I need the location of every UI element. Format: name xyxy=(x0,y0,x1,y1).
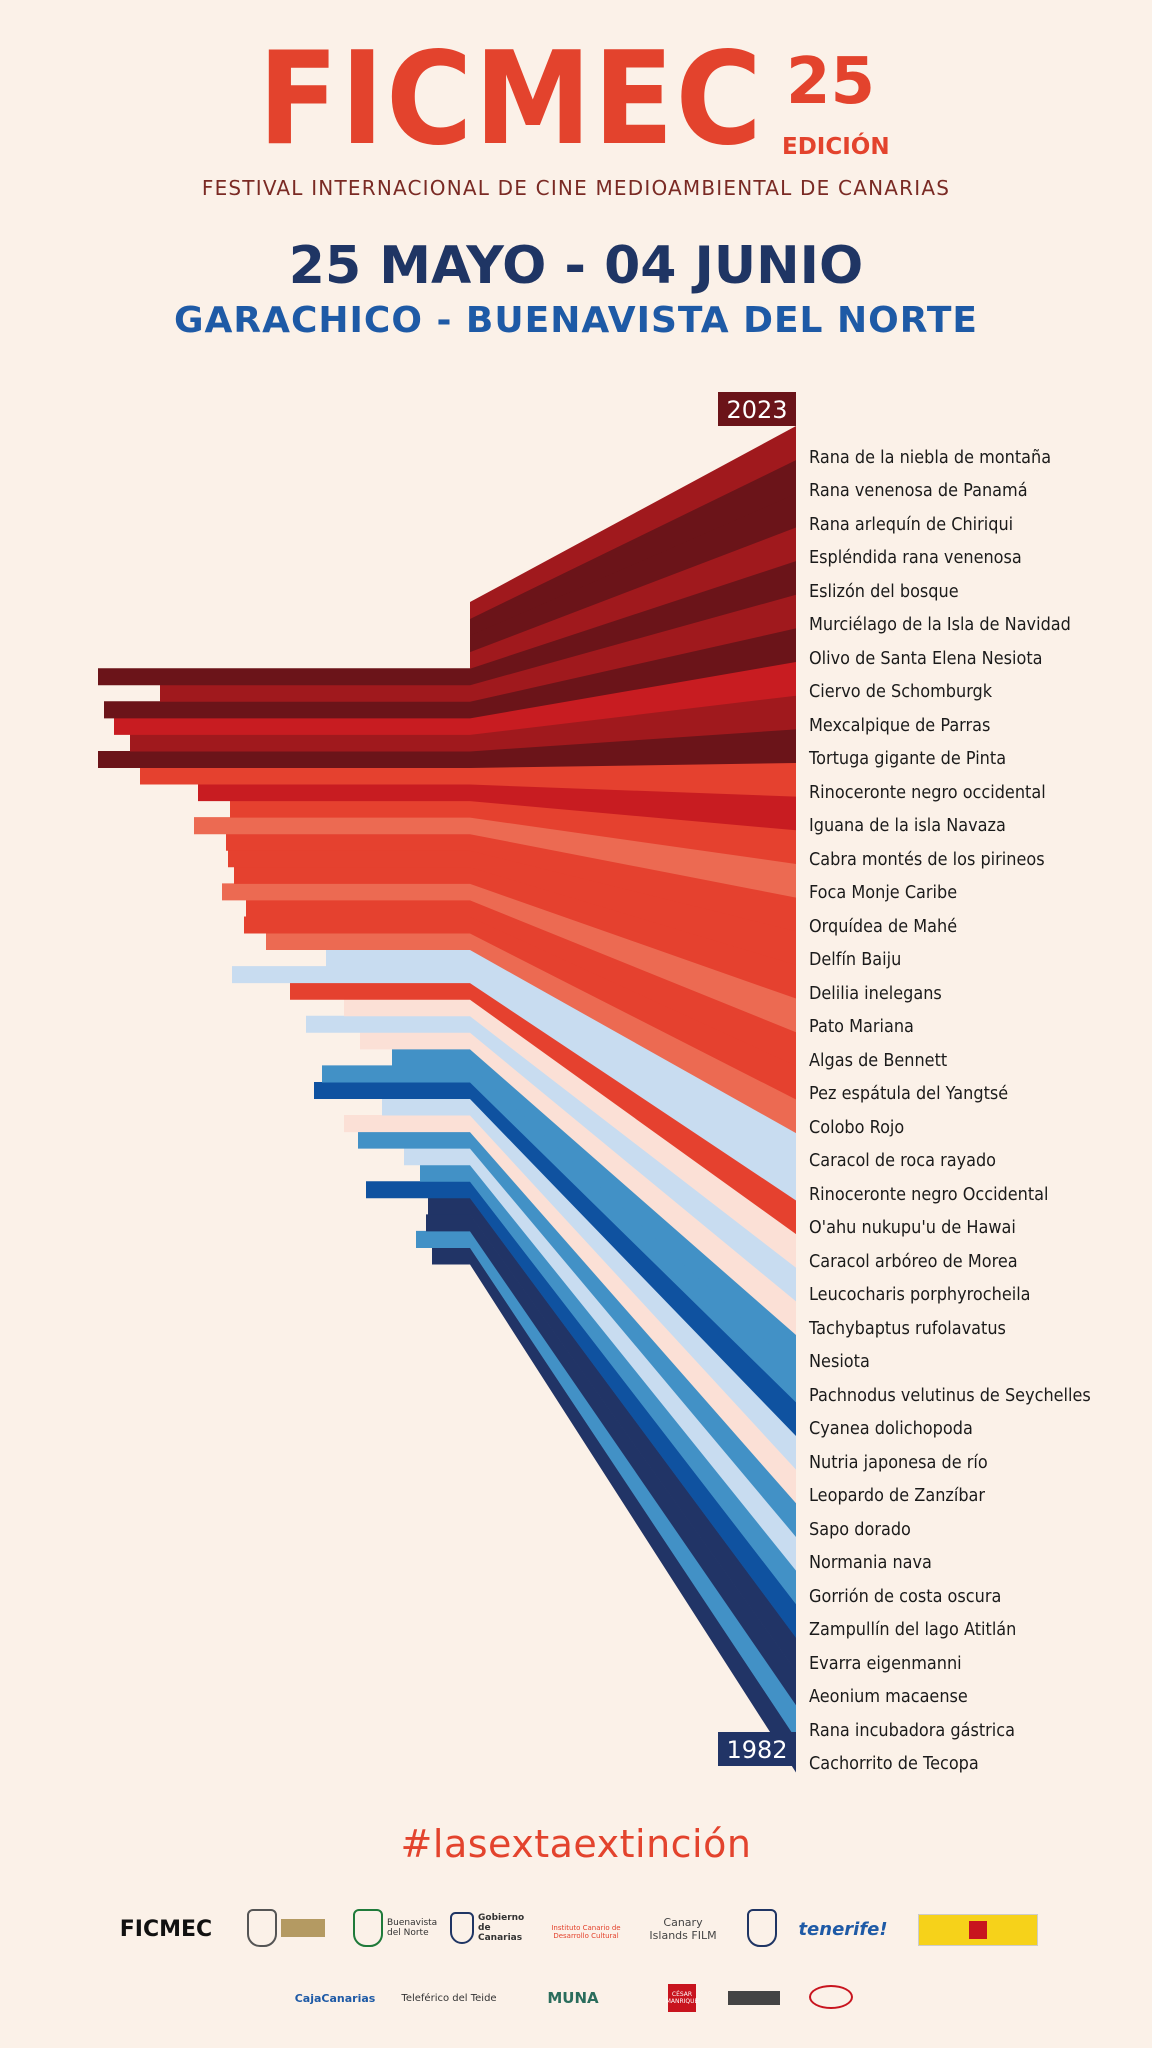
festival-logo: FICMEC xyxy=(258,25,764,174)
species-stripe xyxy=(234,866,796,999)
species-stripe xyxy=(160,594,796,702)
species-label: Rana venenosa de Panamá xyxy=(809,481,1028,502)
sponsor-cajacanarias: CajaCanarias xyxy=(294,1991,376,2005)
species-stripe xyxy=(266,933,796,1134)
sponsor-gobierno-canarias: Gobierno de Canarias xyxy=(450,1908,526,1948)
species-stripe xyxy=(226,833,796,932)
species-stripe xyxy=(114,661,796,735)
species-label: Tachybaptus rufolavatus xyxy=(809,1318,1006,1339)
species-label: Normania nava xyxy=(809,1553,932,1574)
edition-label: EDICIÓN xyxy=(782,134,890,160)
species-stripe xyxy=(98,560,796,686)
species-stripe xyxy=(194,817,796,898)
species-label: Caracol arbóreo de Morea xyxy=(809,1251,1018,1272)
year-bottom-label-bg xyxy=(718,1732,796,1766)
species-label: Zampullín del lago Atitlán xyxy=(809,1620,1017,1641)
species-label: Leucocharis porphyrocheila xyxy=(809,1285,1031,1306)
spain-flag-icon xyxy=(969,1921,987,1939)
species-label: Rana incubadora gástrica xyxy=(809,1720,1015,1741)
species-label: Evarra eigenmanni xyxy=(809,1653,962,1674)
species-label: Foca Monje Caribe xyxy=(809,883,958,904)
sponsor-icdc: Instituto Canario de Desarrollo Cultural xyxy=(551,1924,621,1940)
species-stripe xyxy=(470,493,796,653)
species-stripe xyxy=(230,800,796,864)
sponsor-logo-1 xyxy=(724,1984,784,2012)
species-label: Nesiota xyxy=(809,1352,870,1373)
year-bottom-label: 1982 xyxy=(726,1736,787,1764)
species-label: Rana arlequín de Chiriqui xyxy=(809,514,1014,535)
species-stripe xyxy=(470,426,796,620)
species-label: Aeonium macaense xyxy=(809,1687,968,1708)
edition-number: 25 xyxy=(786,45,876,119)
species-label: O'ahu nukupu'u de Hawai xyxy=(809,1218,1016,1239)
species-label: Pez espátula del Yangtsé xyxy=(809,1084,1009,1105)
species-label: Cachorrito de Tecopa xyxy=(809,1754,979,1774)
sponsor-cabildo xyxy=(244,1908,328,1948)
sponsor-cesar-manrique: CÉSAR MANRIQUE xyxy=(666,1984,698,2012)
species-label: Cyanea dolichopoda xyxy=(809,1419,973,1440)
species-stripe xyxy=(140,762,796,797)
species-stripe xyxy=(244,916,796,1100)
sponsor-buenavista: Buenavista del Norte xyxy=(352,1908,448,1948)
species-label: Pachnodus velutinus de Seychelles xyxy=(809,1385,1091,1406)
species-label: Mexcalpique de Parras xyxy=(809,715,991,736)
festival-location: GARACHICO - BUENAVISTA DEL NORTE xyxy=(173,300,979,341)
species-label: Orquídea de Mahé xyxy=(809,916,958,937)
species-label: Sapo dorado xyxy=(809,1519,911,1540)
sponsor-emblem xyxy=(740,1908,784,1948)
year-top-label-bg xyxy=(718,392,796,426)
species-stripe xyxy=(228,850,796,965)
festival-dates: 25 MAYO - 04 JUNIO xyxy=(288,236,864,296)
species-stripe xyxy=(198,784,796,831)
species-label: Rana de la niebla de montaña xyxy=(809,448,1052,468)
species-stripe xyxy=(470,459,796,636)
species-label: Algas de Bennett xyxy=(809,1050,948,1071)
sponsor-logo-2 xyxy=(808,1982,854,2012)
species-stripe xyxy=(130,695,796,752)
sponsor-ficmec: FICMEC xyxy=(119,1916,213,1942)
species-stripe xyxy=(98,728,796,768)
sponsor-tenerife: tenerife! xyxy=(798,1918,888,1940)
species-label: Eslizón del bosque xyxy=(809,581,959,602)
year-top-label: 2023 xyxy=(726,396,787,424)
species-label: Rinoceronte negro occidental xyxy=(809,782,1046,803)
species-label: Colobo Rojo xyxy=(809,1117,905,1138)
sponsor-muna: MUNA xyxy=(547,1989,599,2007)
species-label: Gorrión de costa oscura xyxy=(809,1586,1002,1607)
species-stripe xyxy=(104,627,796,719)
emblem-icon xyxy=(353,1909,383,1947)
species-label: Caracol de roca rayado xyxy=(809,1151,997,1172)
species-label: Tortuga gigante de Pinta xyxy=(809,749,1007,770)
species-label: Rinoceronte negro Occidental xyxy=(809,1184,1049,1205)
species-label: Delilia inelegans xyxy=(809,983,942,1004)
species-label: Cabra montés de los pirineos xyxy=(809,849,1045,870)
species-label: Pato Mariana xyxy=(809,1017,914,1038)
species-stripe xyxy=(470,526,796,669)
sponsor-canary-film: Canary Islands FILM xyxy=(649,1916,717,1942)
species-label: Ciervo de Schomburgk xyxy=(809,682,993,703)
hashtag: #lasextaextinción xyxy=(400,1822,752,1866)
sponsor-teleferico: Teleférico del Teide xyxy=(401,1992,497,2004)
species-label: Delfín Baiju xyxy=(809,950,902,971)
species-label: Olivo de Santa Elena Nesiota xyxy=(809,648,1043,669)
sponsor-gobierno-espana xyxy=(918,1914,1038,1946)
species-stripe xyxy=(246,899,796,1066)
species-label: Iguana de la isla Navaza xyxy=(809,816,1006,837)
species-label: Murciélago de la Isla de Navidad xyxy=(809,615,1071,636)
species-label: Nutria japonesa de río xyxy=(809,1452,988,1473)
festival-subtitle: FESTIVAL INTERNACIONAL DE CINE MEDIOAMBI… xyxy=(201,176,951,200)
species-label: Leopardo de Zanzíbar xyxy=(809,1486,986,1507)
coat-of-arms-icon xyxy=(247,1909,277,1947)
species-label: Espléndida rana venenosa xyxy=(809,548,1022,569)
species-stripe xyxy=(290,982,796,1235)
